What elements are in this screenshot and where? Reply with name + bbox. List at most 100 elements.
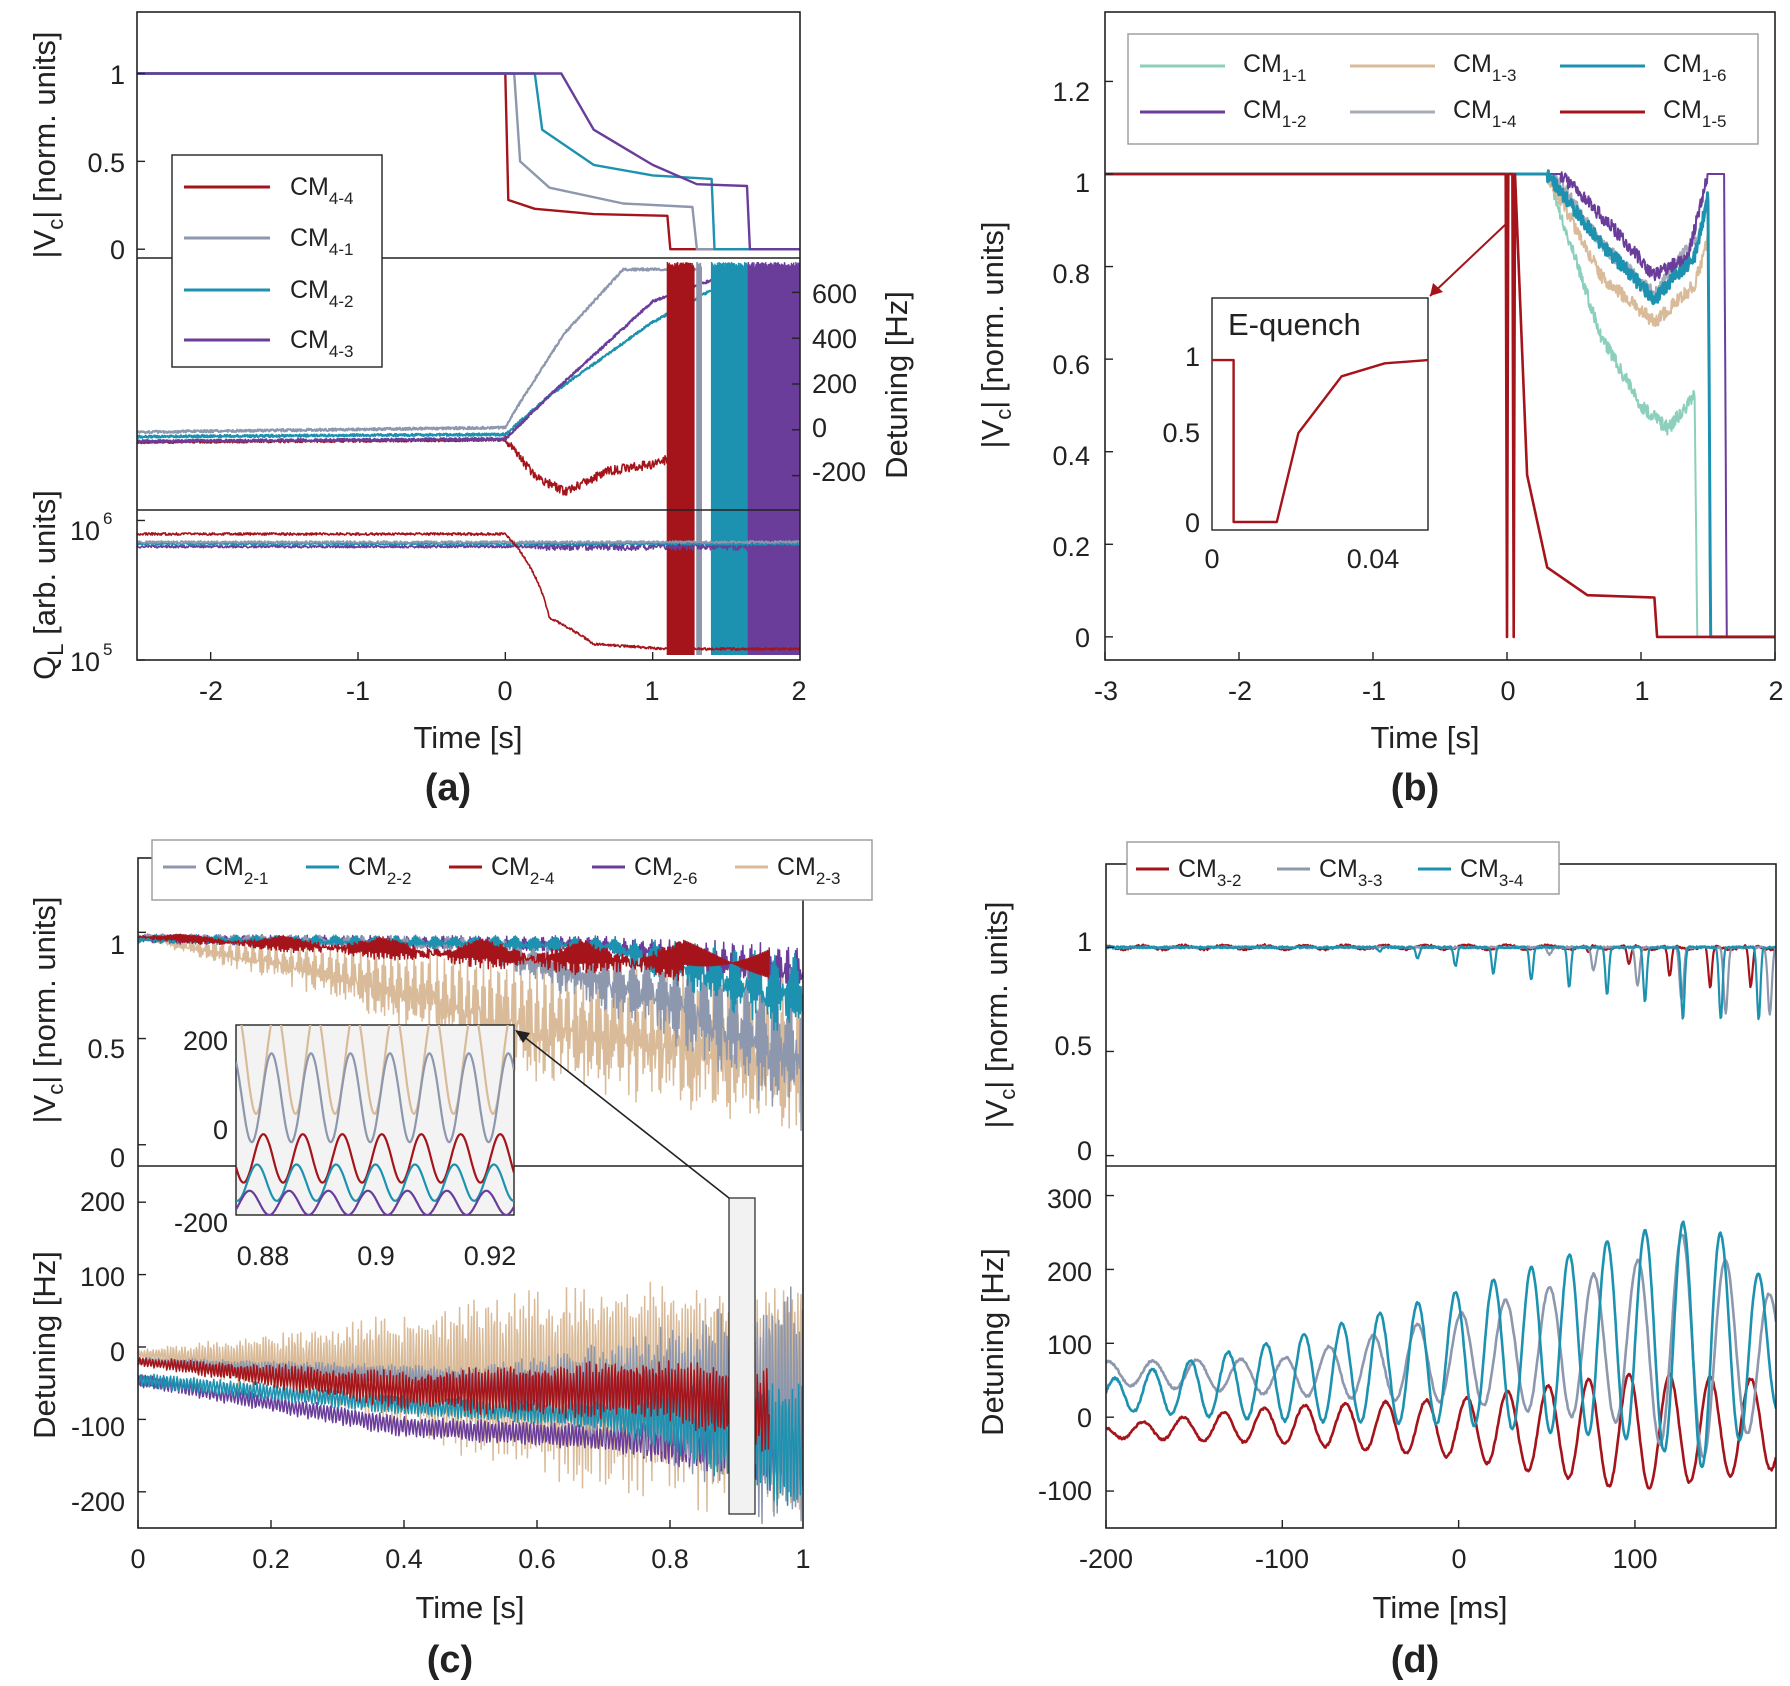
d-xlabel: Time [ms] <box>1373 1590 1508 1625</box>
c-zoom-arrow <box>517 1031 730 1199</box>
c-ytick-det: -200 <box>71 1487 125 1517</box>
a-ytick-detuning: 400 <box>812 324 857 354</box>
c-xtick: 0.6 <box>518 1544 556 1574</box>
a-detuning-line-CM4-4 <box>137 434 668 496</box>
a-vc-line-CM4-2 <box>137 72 800 251</box>
a-detuning-line-CM4-2 <box>137 289 712 439</box>
b-inset: E-quench 1 0.5 0 0 0.04 <box>1162 223 1507 574</box>
panel-a: -2 -1 0 1 2 0 0.5 1 600 400 200 0 -200 1… <box>27 11 914 809</box>
b-legend: CM1-1 CM1-3 CM1-6 CM1-2 CM1-4 CM1-5 <box>1127 33 1759 145</box>
d-xtick: -100 <box>1255 1544 1309 1574</box>
b-inset-ytick: 0.5 <box>1162 418 1200 448</box>
c-inset-line-CM2-2 <box>236 1163 514 1202</box>
c-xtick: 0.2 <box>252 1544 290 1574</box>
b-xtick: 1 <box>1634 676 1649 706</box>
d-xtick: -200 <box>1079 1544 1133 1574</box>
panel-a-frame <box>136 11 801 661</box>
a-xtick: -1 <box>346 676 370 706</box>
b-legend-label: CM1-5 <box>1663 96 1726 131</box>
b-inset-title: E-quench <box>1228 307 1361 342</box>
c-xtick: 1 <box>795 1544 810 1574</box>
b-legend-label: CM1-2 <box>1243 96 1306 131</box>
a-ytick-vc: 0.5 <box>87 148 125 178</box>
b-xtick: -1 <box>1362 676 1386 706</box>
c-inset-xtick: 0.88 <box>237 1241 290 1271</box>
b-ytick: 1.2 <box>1052 77 1090 107</box>
d-detuning-line-CM3-3 <box>1106 1233 1776 1459</box>
c-ytick-det: 200 <box>80 1187 125 1217</box>
b-inset-ytick: 0 <box>1185 508 1200 538</box>
panel-b-frame <box>1104 11 1776 661</box>
a-legend-label: CM4-2 <box>290 276 353 311</box>
a-xtick: 1 <box>644 676 659 706</box>
c-inset-ytick: 200 <box>183 1026 228 1056</box>
b-ylabel: |Vc| [norm. units] <box>975 222 1016 449</box>
a-xtick: 2 <box>791 676 806 706</box>
c-inset-line-CM2-4 <box>236 1133 514 1184</box>
a-ytick-ql: 10 <box>70 647 100 677</box>
d-ylabel-vc: |Vc| [norm. units] <box>979 902 1020 1129</box>
b-inset-xtick: 0 <box>1204 544 1219 574</box>
panel-a-label: (a) <box>425 767 471 809</box>
c-inset-ytick: -200 <box>174 1208 228 1238</box>
a-detuning-burst <box>666 262 695 510</box>
c-inset-line-CM2-6 <box>236 1189 514 1215</box>
c-inset-line-CM2-1 <box>236 1052 514 1144</box>
a-ylabel-vc: |Vc| [norm. units] <box>27 32 68 259</box>
d-vc-line-CM3-3 <box>1106 945 1776 1016</box>
panel-c: 0 0.2 0.4 0.6 0.8 1 0 0.5 1 200 100 0 -1… <box>27 839 873 1681</box>
d-ylabel-det: Detuning [Hz] <box>975 1248 1010 1436</box>
a-xtick: 0 <box>497 676 512 706</box>
panel-d: -200 -100 0 100 0 0.5 1 300 200 100 0 -1… <box>975 841 1777 1681</box>
b-ytick: 0.8 <box>1052 259 1090 289</box>
a-ql-line-CM4-1 <box>137 540 800 545</box>
d-ytick-det: 100 <box>1047 1330 1092 1360</box>
a-legend-label: CM4-3 <box>290 326 353 361</box>
b-ytick: 0 <box>1075 623 1090 653</box>
a-detuning-burst <box>696 262 702 510</box>
c-ytick-det: 100 <box>80 1262 125 1292</box>
d-ytick-vc: 0.5 <box>1054 1031 1092 1061</box>
c-inset-ytick: 0 <box>213 1115 228 1145</box>
c-ytick-vc: 0 <box>110 1143 125 1173</box>
b-ytick: 1 <box>1075 168 1090 198</box>
c-detuning-line-CM2-4 <box>138 1357 770 1452</box>
d-legend-label: CM3-2 <box>1178 855 1241 890</box>
c-legend: CM2-1 CM2-2 CM2-4 CM2-6 CM2-3 <box>151 839 873 901</box>
b-ytick: 0.2 <box>1052 532 1090 562</box>
b-xtick: 2 <box>1768 676 1783 706</box>
panel-b: -3 -2 -1 0 1 2 0 0.2 0.4 0.6 0.8 1 1.2 T… <box>975 11 1784 809</box>
a-ylabel-detuning: Detuning [Hz] <box>879 291 914 479</box>
b-inset-arrowhead <box>1430 283 1443 296</box>
a-ytick-vc: 0 <box>110 235 125 265</box>
c-ytick-det: -100 <box>71 1412 125 1442</box>
d-ytick-det: 200 <box>1047 1257 1092 1287</box>
b-inset-ytick: 1 <box>1185 342 1200 372</box>
a-ylabel-ql: QL [arb. units] <box>27 490 68 680</box>
c-ylabel-vc: |Vc| [norm. units] <box>27 897 68 1124</box>
c-legend-label: CM2-3 <box>777 853 840 888</box>
c-legend-label: CM2-6 <box>634 853 697 888</box>
c-ytick-det: 0 <box>110 1337 125 1367</box>
c-xtick: 0.4 <box>385 1544 423 1574</box>
c-ytick-vc: 0.5 <box>87 1034 125 1064</box>
c-inset-line-CM2-3 <box>240 1025 509 1115</box>
a-ytick-vc: 1 <box>110 60 125 90</box>
a-legend: CM4-4 CM4-1 CM4-2 CM4-3 <box>171 154 383 368</box>
a-vc-line-CM4-3 <box>137 72 800 251</box>
panel-d-label: (d) <box>1391 1639 1440 1681</box>
c-ytick-vc: 1 <box>110 930 125 960</box>
panel-b-label: (b) <box>1391 767 1440 809</box>
a-ytick-detuning: 0 <box>812 413 827 443</box>
b-ytick: 0.4 <box>1052 441 1090 471</box>
a-xtick: -2 <box>199 676 223 706</box>
c-inset: 200 0 -200 0.88 0.9 0.92 <box>174 1024 516 1271</box>
b-inset-line <box>1212 358 1429 524</box>
a-ytick-ql-exp: 6 <box>103 509 112 528</box>
b-inset-pointer <box>1429 223 1507 297</box>
a-legend-label: CM4-1 <box>290 224 353 259</box>
d-detuning-line-CM3-4 <box>1106 1220 1776 1469</box>
panel-d-frame <box>1105 863 1777 1529</box>
a-detuning-burst <box>747 262 800 510</box>
